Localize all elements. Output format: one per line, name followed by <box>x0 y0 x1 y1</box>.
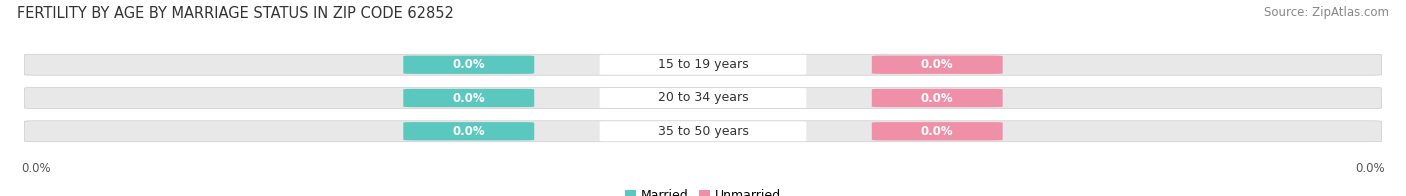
Text: 0.0%: 0.0% <box>921 125 953 138</box>
Text: 0.0%: 0.0% <box>453 58 485 71</box>
Text: 0.0%: 0.0% <box>453 125 485 138</box>
FancyBboxPatch shape <box>24 121 1382 142</box>
FancyBboxPatch shape <box>24 54 1382 75</box>
Text: Source: ZipAtlas.com: Source: ZipAtlas.com <box>1264 6 1389 19</box>
FancyBboxPatch shape <box>404 56 534 74</box>
FancyBboxPatch shape <box>872 56 1002 74</box>
Text: 0.0%: 0.0% <box>921 58 953 71</box>
Legend: Married, Unmarried: Married, Unmarried <box>620 184 786 196</box>
Text: 0.0%: 0.0% <box>921 92 953 104</box>
FancyBboxPatch shape <box>872 122 1002 140</box>
Text: 0.0%: 0.0% <box>21 162 51 175</box>
FancyBboxPatch shape <box>599 55 807 75</box>
FancyBboxPatch shape <box>872 89 1002 107</box>
Text: 15 to 19 years: 15 to 19 years <box>658 58 748 71</box>
Text: 20 to 34 years: 20 to 34 years <box>658 92 748 104</box>
FancyBboxPatch shape <box>404 122 534 140</box>
FancyBboxPatch shape <box>599 121 807 141</box>
FancyBboxPatch shape <box>24 88 1382 108</box>
FancyBboxPatch shape <box>599 88 807 108</box>
Text: 35 to 50 years: 35 to 50 years <box>658 125 748 138</box>
FancyBboxPatch shape <box>404 89 534 107</box>
Text: FERTILITY BY AGE BY MARRIAGE STATUS IN ZIP CODE 62852: FERTILITY BY AGE BY MARRIAGE STATUS IN Z… <box>17 6 454 21</box>
Text: 0.0%: 0.0% <box>1355 162 1385 175</box>
Text: 0.0%: 0.0% <box>453 92 485 104</box>
